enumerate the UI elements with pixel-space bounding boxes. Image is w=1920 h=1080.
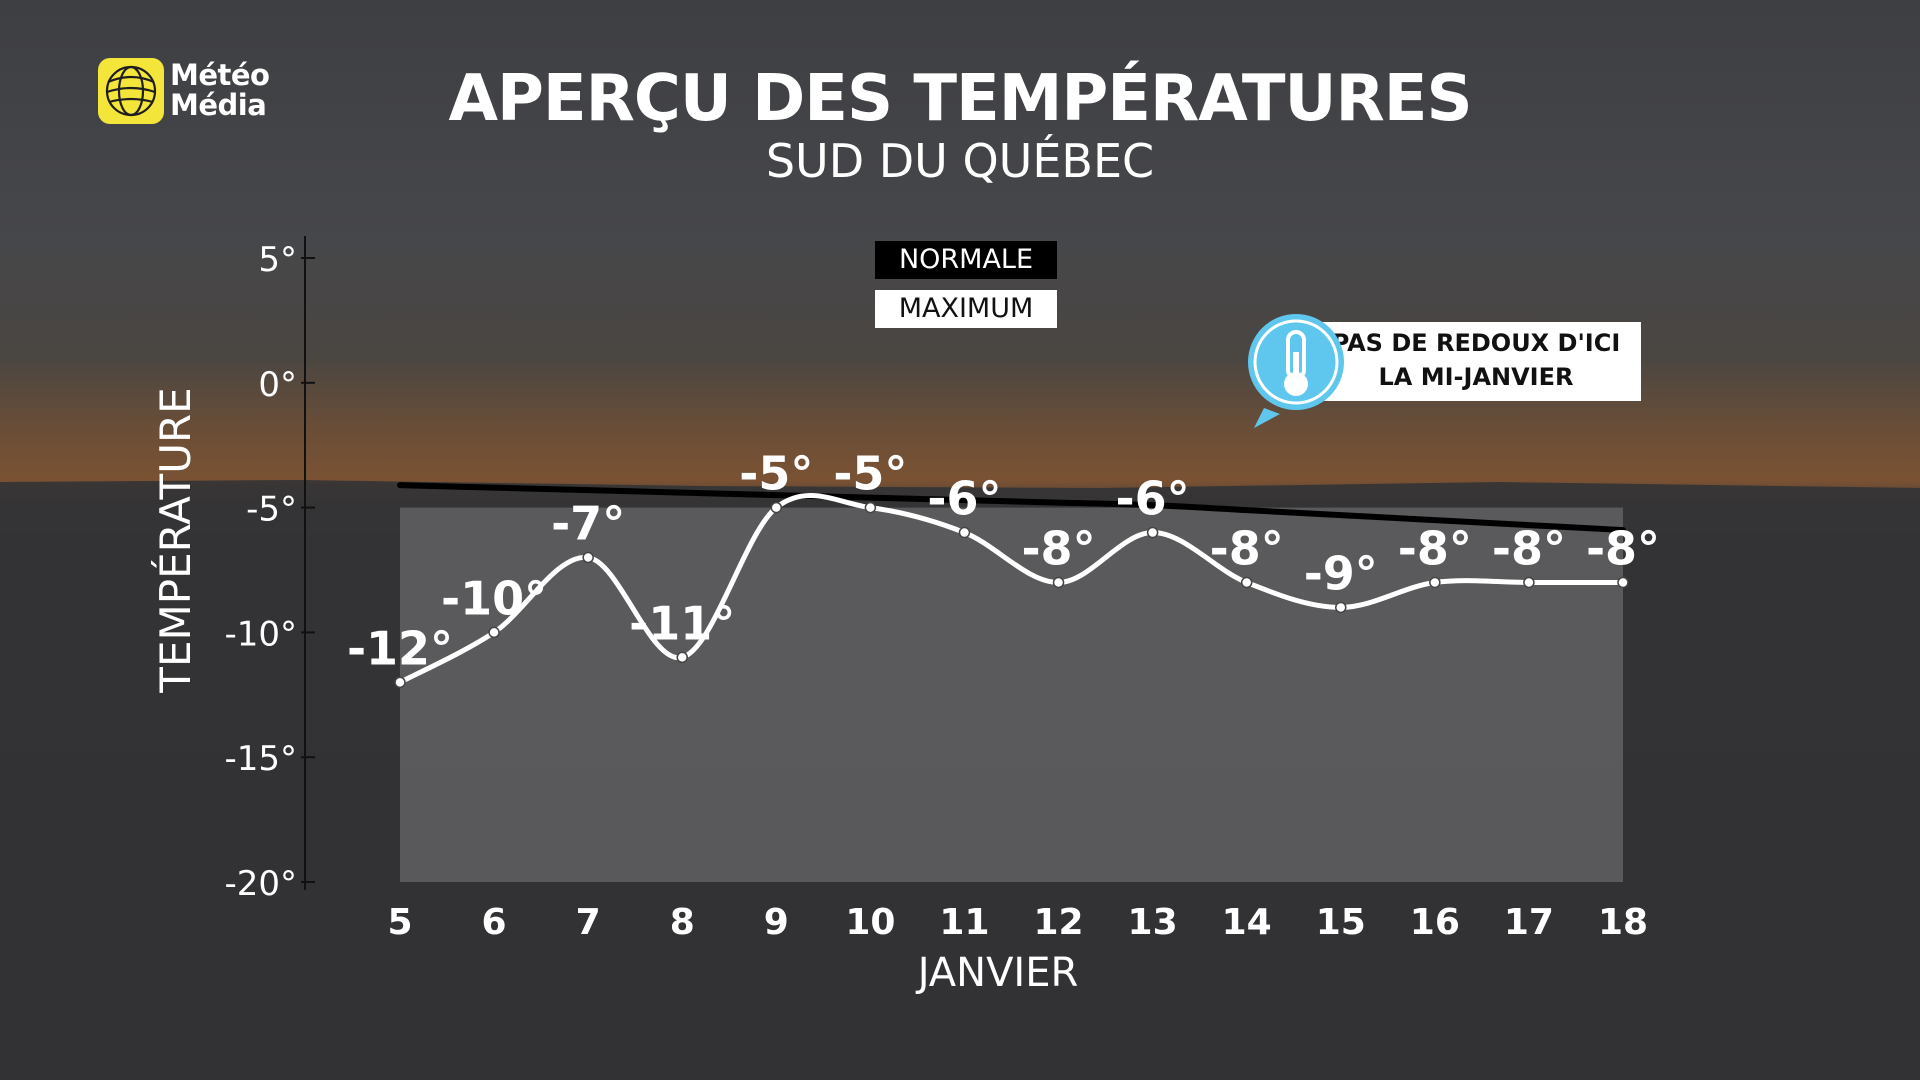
globe-icon <box>98 58 164 124</box>
maximum-point <box>394 676 406 689</box>
maximum-point <box>1335 601 1347 614</box>
maximum-data-label: -5° <box>833 447 907 501</box>
maximum-point <box>1523 576 1535 589</box>
maximum-point <box>1052 576 1065 589</box>
x-axis-ticks: 5 6 7 8 9 10 11 12 13 14 15 16 17 18 <box>387 902 1648 943</box>
chart-subtitle: SUD DU QUÉBEC <box>765 134 1155 188</box>
maximum-point <box>1429 576 1441 589</box>
legend-maximum: MAXIMUM <box>875 290 1057 328</box>
maximum-point <box>488 626 500 639</box>
x-tick-label: 17 <box>1504 902 1554 943</box>
maximum-data-label: -6° <box>1116 472 1190 526</box>
x-tick-label: 5 <box>387 902 412 943</box>
x-tick-label: 6 <box>482 902 507 943</box>
maximum-point <box>958 526 971 539</box>
logo-line1: Météo <box>170 58 270 92</box>
maximum-point <box>1146 526 1159 539</box>
y-tick-label: 0° <box>258 365 297 405</box>
maximum-point <box>864 501 877 514</box>
y-tick-label: -20° <box>224 864 297 904</box>
x-tick-label: 10 <box>845 902 895 943</box>
x-tick-label: 15 <box>1316 902 1366 943</box>
maximum-data-label: -8° <box>1021 521 1095 575</box>
maximum-data-label: -9° <box>1304 546 1378 600</box>
y-tick-label: -15° <box>224 739 297 779</box>
callout-text: PAS DE REDOUX D'ICI LA MI-JANVIER <box>1326 326 1626 394</box>
thermometer-icon <box>1248 314 1344 428</box>
callout-line1: PAS DE REDOUX D'ICI <box>1331 329 1621 357</box>
x-tick-label: 13 <box>1128 902 1178 943</box>
maximum-data-labels: -12°-10°-7°-11°-5° -5° -6°-8°-6°-8° -9° -8° -… <box>347 447 1660 676</box>
y-axis-title: TEMPÉRATURE <box>150 387 200 693</box>
maximum-data-label: -12° <box>347 621 453 675</box>
maximum-data-label: -8° <box>1398 521 1472 575</box>
x-tick-label: 16 <box>1410 902 1460 943</box>
maximum-series-line <box>397 493 1626 685</box>
callout-box <box>1312 322 1641 401</box>
x-tick-label: 12 <box>1033 902 1083 943</box>
maximum-point <box>676 651 688 664</box>
x-axis-title: JANVIER <box>915 950 1079 996</box>
maximum-data-label: -8° <box>1586 521 1660 575</box>
maximum-point <box>770 501 783 514</box>
maximum-data-label: -10° <box>441 571 547 625</box>
y-tick-label: -5° <box>246 490 297 530</box>
x-tick-label: 18 <box>1598 902 1648 943</box>
maximum-point <box>582 551 594 564</box>
maximum-point <box>1240 576 1253 589</box>
maximum-data-label: -6° <box>927 472 1001 526</box>
callout-line2: LA MI-JANVIER <box>1378 363 1574 391</box>
logo-text: Météo Média <box>170 58 270 122</box>
logo-line2: Média <box>170 88 267 122</box>
maximum-data-label: -8° <box>1492 521 1566 575</box>
y-tick-label: 5° <box>258 240 297 280</box>
maximum-point <box>1617 576 1629 589</box>
maximum-data-label: -7° <box>551 497 625 551</box>
maximum-data-label: -11° <box>629 596 735 650</box>
y-tick-label: -10° <box>224 614 297 654</box>
callout-no-thaw: PAS DE REDOUX D'ICI LA MI-JANVIER <box>1246 312 1641 430</box>
x-tick-label: 7 <box>576 902 601 943</box>
x-tick-label: 8 <box>670 902 695 943</box>
x-tick-label: 14 <box>1222 902 1272 943</box>
x-tick-label: 11 <box>939 902 989 943</box>
maximum-data-label: -8° <box>1210 521 1284 575</box>
maximum-data-label: -5° <box>739 447 813 501</box>
maximum-points <box>394 501 1629 689</box>
y-axis-ticks: 5° 0° -5° -10° -15° -20° <box>224 240 315 904</box>
normale-series-line <box>397 482 1626 534</box>
legend-normale: NORMALE <box>875 241 1057 279</box>
chart-title: APERÇU DES TEMPÉRATURES <box>448 62 1472 136</box>
meteomedia-logo: Météo Média <box>98 56 288 128</box>
x-tick-label: 9 <box>764 902 789 943</box>
